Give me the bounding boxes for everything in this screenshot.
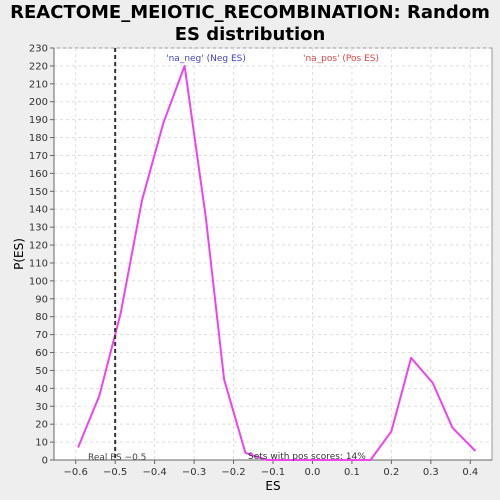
y-tick-label: 180 — [29, 133, 48, 144]
y-tick-label: 0 — [42, 456, 48, 467]
y-tick-label: 220 — [29, 61, 48, 72]
x-tick-label: −0.3 — [182, 467, 206, 478]
x-tick-label: −0.6 — [64, 467, 88, 478]
neg-es-annotation: 'na_neg' (Neg ES) — [166, 54, 246, 64]
sets-pos-scores-label: Sets with pos scores: 14% — [248, 452, 366, 462]
y-tick-label: 60 — [35, 348, 48, 359]
y-tick-label: 140 — [29, 205, 48, 216]
y-tick-label: 190 — [29, 115, 48, 126]
y-tick-label: 230 — [29, 44, 48, 55]
y-tick-label: 30 — [35, 402, 48, 413]
y-tick-label: 80 — [35, 312, 48, 323]
x-tick-label: 0.0 — [305, 467, 321, 478]
pos-es-annotation: 'na_pos' (Pos ES) — [303, 54, 379, 64]
y-tick-label: 20 — [35, 420, 48, 431]
y-tick-label: 10 — [35, 438, 48, 449]
x-tick-label: −0.2 — [221, 467, 245, 478]
y-tick-label: 120 — [29, 241, 48, 252]
series-line — [77, 64, 477, 461]
x-tick-label: 0.3 — [423, 467, 439, 478]
y-tick-label: 170 — [29, 151, 48, 162]
x-tick-label: −0.1 — [261, 467, 285, 478]
x-axis-title: ES — [265, 479, 280, 493]
x-tick-label: 0.4 — [462, 467, 478, 478]
y-tick-label: 150 — [29, 187, 48, 198]
y-tick-label: 100 — [29, 276, 48, 287]
y-tick-label: 90 — [35, 294, 48, 305]
y-tick-label: 200 — [29, 97, 48, 108]
y-tick-label: 70 — [35, 330, 48, 341]
y-tick-label: 130 — [29, 223, 48, 234]
y-tick-label: 40 — [35, 384, 48, 395]
y-tick-label: 110 — [29, 258, 48, 269]
real-es-label: Real ES −0.5 — [88, 453, 146, 463]
x-tick-label: −0.5 — [103, 467, 127, 478]
x-tick-label: −0.4 — [142, 467, 166, 478]
y-tick-label: 210 — [29, 79, 48, 90]
chart-title-text: REACTOME_MEIOTIC_RECOMBINATION: Random E… — [10, 2, 490, 45]
x-tick-label: 0.1 — [344, 467, 360, 478]
y-axis-title: P(ES) — [12, 238, 26, 270]
y-tick-label: 50 — [35, 366, 48, 377]
x-tick-label: 0.2 — [383, 467, 399, 478]
y-tick-label: 160 — [29, 169, 48, 180]
chart-title: REACTOME_MEIOTIC_RECOMBINATION: Random E… — [0, 2, 500, 46]
